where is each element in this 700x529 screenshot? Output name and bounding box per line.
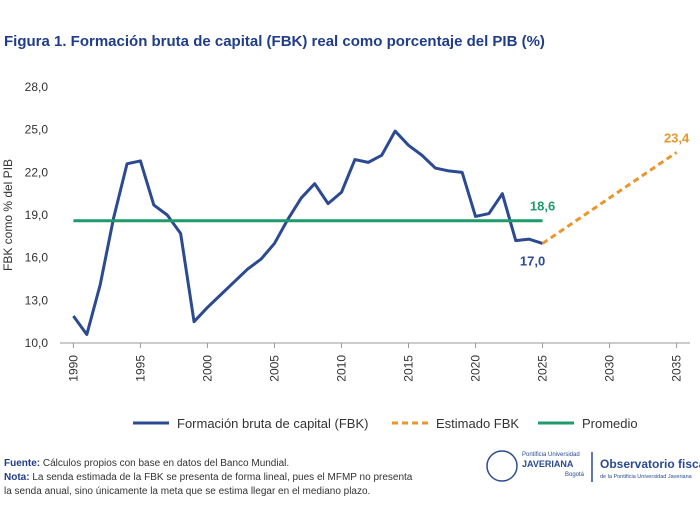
- source-text: Cálculos propios con base en datos del B…: [43, 458, 289, 469]
- y-tick-label: 10,0: [25, 336, 49, 350]
- logo-text: de la Pontificia Universidad Javeriana: [600, 474, 693, 480]
- x-tick-label: 2025: [536, 355, 550, 382]
- legend-label: Estimado FBK: [436, 416, 519, 431]
- y-axis-label: FBK como % del PIB: [1, 159, 15, 271]
- x-tick-label: 2035: [670, 355, 684, 382]
- note-label: Nota:: [4, 472, 30, 483]
- x-tick-label: 2030: [603, 355, 617, 382]
- logo-text: Pontificia Universidad: [522, 452, 580, 458]
- series-line: [541, 151, 678, 245]
- legend-label: Formación bruta de capital (FBK): [177, 416, 368, 431]
- series-line: [72, 129, 544, 336]
- footer-note-line: la senda anual, sino únicamente la meta …: [4, 486, 370, 497]
- y-tick-label: 19,0: [25, 208, 49, 222]
- x-tick-label: 2020: [469, 355, 483, 382]
- x-tick-label: 1995: [133, 355, 147, 382]
- footer-note: Nota: La senda estimada de la FBK se pre…: [4, 472, 413, 483]
- source-label: Fuente:: [4, 458, 40, 469]
- legend-label: Promedio: [582, 416, 638, 431]
- logo-text: JAVERIANA: [522, 459, 574, 469]
- x-tick-label: 2000: [200, 355, 214, 382]
- note-text: La senda estimada de la FBK se presenta …: [32, 472, 412, 483]
- footer-source: Fuente: Cálculos propios con base en dat…: [4, 458, 289, 469]
- chart-title: Figura 1. Formación bruta de capital (FB…: [4, 33, 545, 50]
- y-tick-label: 22,0: [25, 165, 49, 179]
- y-tick-label: 25,0: [25, 123, 49, 137]
- logo-emblem: [486, 450, 518, 482]
- x-tick-label: 2010: [334, 355, 348, 382]
- data-label: 18,6: [530, 199, 555, 214]
- y-tick-label: 13,0: [25, 293, 49, 307]
- y-tick-label: 16,0: [25, 251, 49, 265]
- logo-text: Observatorio fiscal: [600, 457, 700, 471]
- x-tick-label: 2005: [267, 355, 281, 382]
- data-label: 17,0: [520, 253, 545, 268]
- x-tick-label: 1990: [66, 355, 80, 382]
- data-label: 23,4: [664, 130, 690, 145]
- y-tick-label: 28,0: [25, 80, 49, 94]
- x-tick-label: 2015: [402, 355, 416, 382]
- logo-text: Bogotá: [565, 472, 585, 478]
